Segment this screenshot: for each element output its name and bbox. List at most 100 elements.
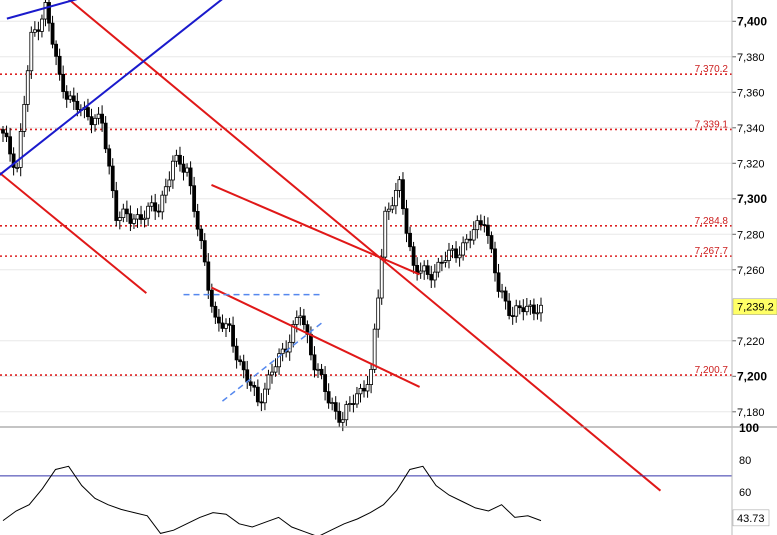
price-tick-label: 7,380 <box>737 52 765 64</box>
candle-body <box>142 217 147 220</box>
horizontal-levels: 7,370.2 7,339.1 7,284.8 7,267.7 7,200.7 <box>0 64 732 376</box>
candle-body <box>301 315 306 326</box>
candle-body <box>493 248 497 274</box>
candle-body <box>319 368 324 375</box>
candle-body <box>217 316 221 324</box>
trendline-red <box>211 184 420 276</box>
candle-body <box>277 353 281 368</box>
candle-body <box>436 261 441 273</box>
candle-body <box>1 129 5 134</box>
candle-body <box>471 229 476 241</box>
candle-body <box>68 95 73 100</box>
price-tick-label: 7,320 <box>737 158 765 170</box>
candle-body <box>135 214 140 220</box>
candle-body <box>486 224 490 236</box>
candle-body <box>507 300 512 316</box>
candle-body <box>323 374 327 392</box>
candle-body <box>231 324 235 347</box>
candle-body <box>510 315 515 317</box>
candle-body <box>238 359 243 363</box>
candle-body <box>443 260 448 263</box>
candle-body <box>496 272 501 292</box>
candle-body <box>75 100 80 110</box>
trendline-red <box>0 171 147 294</box>
candle-body <box>29 31 34 72</box>
candle-body <box>528 304 533 307</box>
last-price-label: 7,239.2 <box>737 302 774 314</box>
candle-body <box>291 324 296 343</box>
candle-body <box>372 328 377 370</box>
candle-body <box>298 315 303 318</box>
candle-body <box>61 73 66 92</box>
candle-body <box>401 179 405 210</box>
candle-body <box>128 213 133 224</box>
candle-body <box>358 387 363 395</box>
trendline-red <box>211 286 421 388</box>
indicator-grid <box>0 475 732 477</box>
candle-body <box>408 232 412 248</box>
candle-body <box>464 238 469 244</box>
candle-body <box>156 210 161 213</box>
candle-body <box>195 211 200 230</box>
candle-body <box>461 242 466 256</box>
candle-body <box>89 116 94 126</box>
price-grid <box>0 20 732 413</box>
candle-body <box>532 304 536 314</box>
candle-body <box>110 165 115 192</box>
trendline-blue <box>6 0 78 20</box>
candle-body <box>57 55 62 75</box>
candle-body <box>206 261 211 291</box>
candle-body <box>64 91 69 100</box>
candle-body <box>263 388 267 404</box>
candle-body <box>266 374 271 390</box>
candle-body <box>309 333 313 356</box>
candle-body <box>22 104 27 132</box>
candle-body <box>432 271 437 281</box>
candle-body <box>425 265 430 275</box>
candle-body <box>429 274 434 281</box>
candle-body <box>450 248 455 251</box>
candle-body <box>312 354 317 371</box>
candle-body <box>100 113 105 124</box>
candle-body <box>259 401 264 404</box>
candle-body <box>316 368 320 371</box>
candle-body <box>241 361 246 371</box>
candle-body <box>539 304 543 314</box>
candle-body <box>54 43 58 57</box>
candle-body <box>93 117 97 126</box>
candle-body <box>71 95 76 102</box>
candle-body <box>379 256 384 299</box>
candle-body <box>202 240 207 263</box>
candle-body <box>25 70 30 105</box>
price-tick-label: 7,200 <box>737 369 767 383</box>
candle-body <box>47 2 51 24</box>
candle-body <box>478 220 483 225</box>
candle-body <box>114 190 119 221</box>
candle-body <box>369 368 374 385</box>
candle-body <box>185 167 189 173</box>
candle-body <box>174 154 179 162</box>
candle-body <box>535 312 540 315</box>
candle-body <box>397 179 402 191</box>
level-label: 7,200.7 <box>695 365 729 376</box>
candle-body <box>468 238 473 241</box>
last-price-box <box>732 298 777 315</box>
indicator-line <box>2 465 542 535</box>
candle-body <box>153 202 158 212</box>
price-tick-label: 7,260 <box>737 265 765 277</box>
candle-body <box>15 167 20 169</box>
candle-body <box>362 387 366 392</box>
candle-body <box>163 186 168 196</box>
candle-body <box>50 22 55 45</box>
indicator-series-line <box>2 465 542 535</box>
candle-body <box>355 393 359 405</box>
candle-body <box>330 402 335 404</box>
candle-body <box>280 348 285 355</box>
level-label: 7,284.8 <box>695 216 729 227</box>
candle-body <box>447 249 451 261</box>
candle-body <box>390 205 395 210</box>
candle-body <box>96 113 101 119</box>
candle-body <box>234 345 239 361</box>
candle-body <box>517 305 522 309</box>
